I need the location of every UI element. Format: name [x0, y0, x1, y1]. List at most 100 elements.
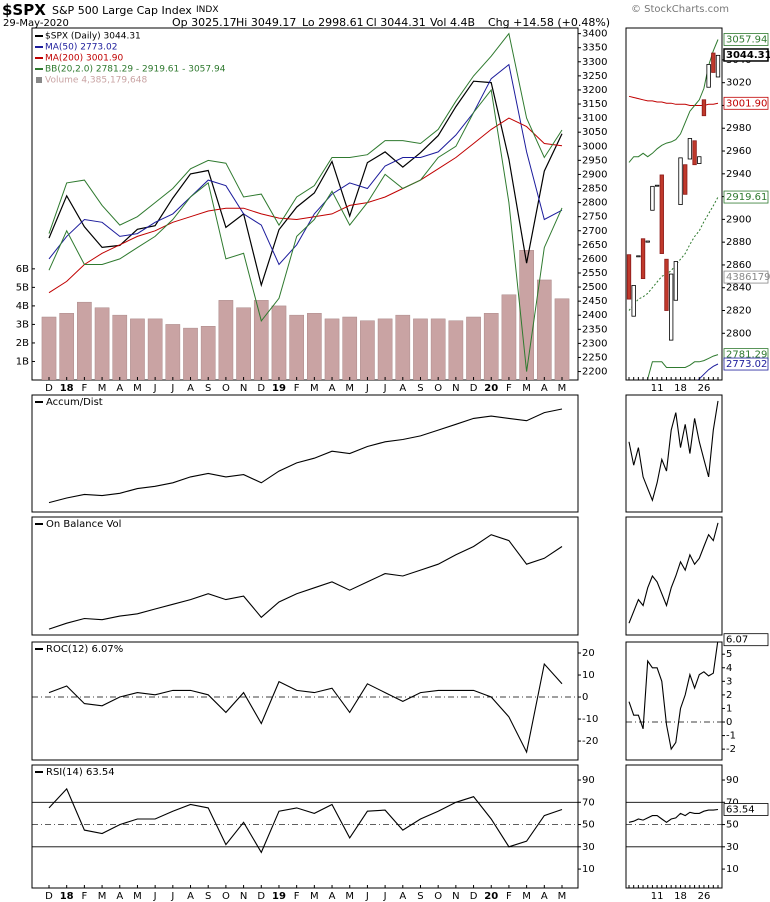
- indicator-line: [48, 787, 563, 854]
- series-line: [48, 117, 563, 294]
- panel-frame: [31, 641, 579, 761]
- candle-body: [669, 273, 674, 341]
- candle-body: [706, 64, 711, 88]
- x-tick-label: J: [170, 891, 174, 902]
- value-marker: [723, 270, 769, 284]
- y-tick-label: 50: [582, 820, 595, 831]
- y-tick-label: 0: [582, 692, 588, 703]
- panel-frame: [625, 764, 723, 889]
- x-tick-label: F: [506, 383, 512, 394]
- plot-area: [48, 408, 563, 504]
- y-tick-label: 3350: [582, 43, 607, 54]
- y-tick-label: 2820: [726, 306, 751, 317]
- value-marker-label: 2781.29: [726, 350, 767, 361]
- y-tick-label: 3100: [582, 113, 607, 124]
- series-line: [628, 196, 719, 311]
- volume-bar: [271, 305, 287, 380]
- y-tick-label: 30: [726, 842, 739, 853]
- y-tick-label: 2860: [726, 260, 751, 271]
- legend-label: Volume 4,385,179,648: [45, 76, 147, 86]
- symbol: $SPX: [2, 1, 46, 19]
- panel-frame: [625, 641, 723, 761]
- x-tick-label: F: [294, 383, 300, 394]
- y-tick-label: 2700: [582, 226, 607, 237]
- stat: Cl 3044.31: [366, 16, 426, 29]
- y-tick-label: -2: [726, 744, 736, 755]
- y2-tick-label: 6B: [16, 264, 29, 275]
- y-tick-label: 3020: [726, 78, 751, 89]
- volume-bar: [147, 318, 163, 380]
- y-tick-label: 2880: [726, 237, 751, 248]
- series-line: [628, 39, 719, 163]
- x-tick-label: F: [294, 891, 300, 902]
- candle-body: [687, 138, 693, 160]
- candle-body: [683, 164, 688, 195]
- x-tick-label: M: [98, 891, 107, 902]
- x-tick-label: 18: [60, 383, 74, 394]
- x-tick-label: S: [417, 383, 423, 394]
- y-tick-label: 2940: [726, 169, 751, 180]
- date: 29-May-2020: [3, 18, 69, 29]
- y-tick-label: 50: [726, 820, 739, 831]
- y-tick-label: 2900: [726, 214, 751, 225]
- candle-body: [711, 52, 716, 73]
- y-tick-label: 30: [582, 842, 595, 853]
- candle-body: [650, 185, 655, 211]
- candle-body: [678, 157, 683, 205]
- stat: Lo 2998.61: [302, 16, 364, 29]
- plot-area: [626, 39, 721, 380]
- volume-bar: [395, 314, 411, 380]
- y2-tick-label: 4B: [16, 301, 29, 312]
- stat: Chg +14.58 (+0.48%): [488, 16, 610, 29]
- value-marker-label: 3001.90: [726, 98, 767, 109]
- y-tick-label: 2980: [726, 123, 751, 134]
- y-tick-label: 3200: [582, 85, 607, 96]
- legend-label: MA(50) 2773.02: [45, 43, 117, 53]
- plot-area: [32, 662, 578, 754]
- value-marker: [723, 33, 769, 46]
- stat: Vol 4.4B: [430, 16, 475, 29]
- indicator-line: [48, 662, 563, 754]
- volume-bar: [307, 313, 322, 380]
- x-tick-label: M: [98, 383, 107, 394]
- y-tick-label: 4: [726, 663, 732, 674]
- volume-bar: [59, 313, 75, 380]
- y-tick-label: 2550: [582, 268, 607, 279]
- credit: © StockCharts.com: [631, 4, 729, 15]
- x-tick-label: 19: [272, 383, 286, 394]
- x-tick-label: F: [506, 891, 512, 902]
- candle-body: [645, 240, 650, 243]
- x-tick-label: M: [345, 891, 354, 902]
- candle-body: [626, 254, 632, 300]
- exchange: INDX: [196, 5, 218, 15]
- volume-bar: [519, 250, 534, 380]
- x-tick-label: D: [470, 383, 478, 394]
- candle-body: [715, 54, 721, 78]
- indicator-line: [628, 400, 719, 503]
- x-tick-label: M: [310, 383, 319, 394]
- x-tick-label: O: [222, 383, 230, 394]
- plot-area: [626, 642, 722, 751]
- y-tick-label: -10: [582, 714, 598, 725]
- x-tick-label: N: [240, 383, 247, 394]
- legend-label: BB(20,2.0) 2781.29 - 2919.61 - 3057.94: [45, 65, 226, 75]
- x-tick-label: S: [417, 891, 423, 902]
- candle-body: [697, 156, 702, 164]
- y-tick-label: 2: [726, 690, 732, 701]
- volume-bar: [41, 316, 57, 380]
- y-tick-label: 2800: [726, 328, 751, 339]
- candle-body: [664, 258, 669, 311]
- y-tick-label: 2750: [582, 212, 607, 223]
- indicator-line: [48, 534, 563, 630]
- x-tick-label: M: [522, 383, 531, 394]
- panel-label: ROC(12) 6.07%: [46, 644, 123, 655]
- value-marker-label: 6.07: [726, 635, 748, 646]
- y-tick-label: 70: [582, 797, 595, 808]
- x-tick-label: A: [541, 383, 548, 394]
- index-name: S&P 500 Large Cap Index: [52, 4, 192, 17]
- x-tick-label: J: [153, 383, 157, 394]
- volume-bar: [554, 298, 570, 380]
- volume-bar: [483, 313, 499, 380]
- plot-area: [41, 32, 570, 380]
- volume-bar: [430, 318, 446, 380]
